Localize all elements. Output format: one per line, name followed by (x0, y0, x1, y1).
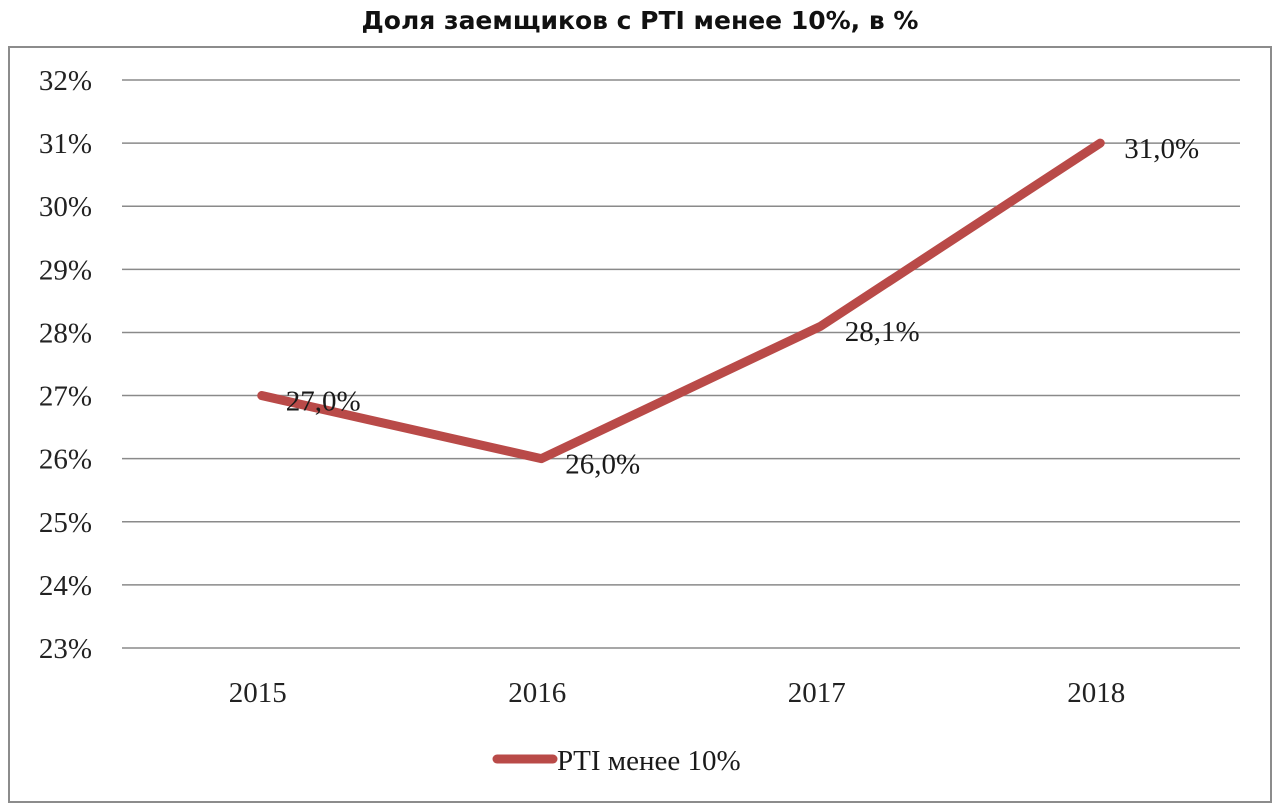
gridlines (122, 79, 1240, 649)
y-tick-label: 26% (39, 444, 92, 476)
x-tick-label: 2015 (229, 677, 287, 709)
data-label: 27,0% (286, 386, 361, 418)
y-tick-label: 30% (39, 191, 92, 223)
series-layer (257, 138, 1105, 464)
data-label: 26,0% (565, 449, 640, 481)
x-tick-label: 2016 (508, 677, 566, 709)
x-tick-label: 2018 (1067, 677, 1125, 709)
y-tick-label: 28% (39, 317, 92, 349)
y-tick-label: 29% (39, 254, 92, 286)
y-tick-label: 25% (39, 507, 92, 539)
legend: PTI менее 10% (492, 745, 741, 777)
chart-frame (8, 46, 1272, 803)
data-label: 31,0% (1124, 133, 1199, 165)
chart-title: Доля заемщиков с PTI менее 10%, в % (361, 6, 919, 35)
y-tick-label: 31% (39, 128, 92, 160)
y-tick-label: 24% (39, 570, 92, 602)
y-tick-label: 23% (39, 633, 92, 665)
y-tick-label: 27% (39, 381, 92, 413)
legend-label: PTI менее 10% (557, 745, 741, 777)
x-axis-ticks: 2015 2016 2017 2018 (229, 677, 1126, 709)
series-line (257, 138, 1105, 464)
y-axis-ticks: 23% 24% 25% 26% 27% 28% 29% 30% 31% 32% (39, 65, 92, 665)
y-tick-label: 32% (39, 65, 92, 97)
data-label: 28,1% (845, 316, 920, 348)
data-labels: 27,0% 26,0% 28,1% 31,0% (286, 133, 1199, 481)
x-tick-label: 2017 (788, 677, 846, 709)
